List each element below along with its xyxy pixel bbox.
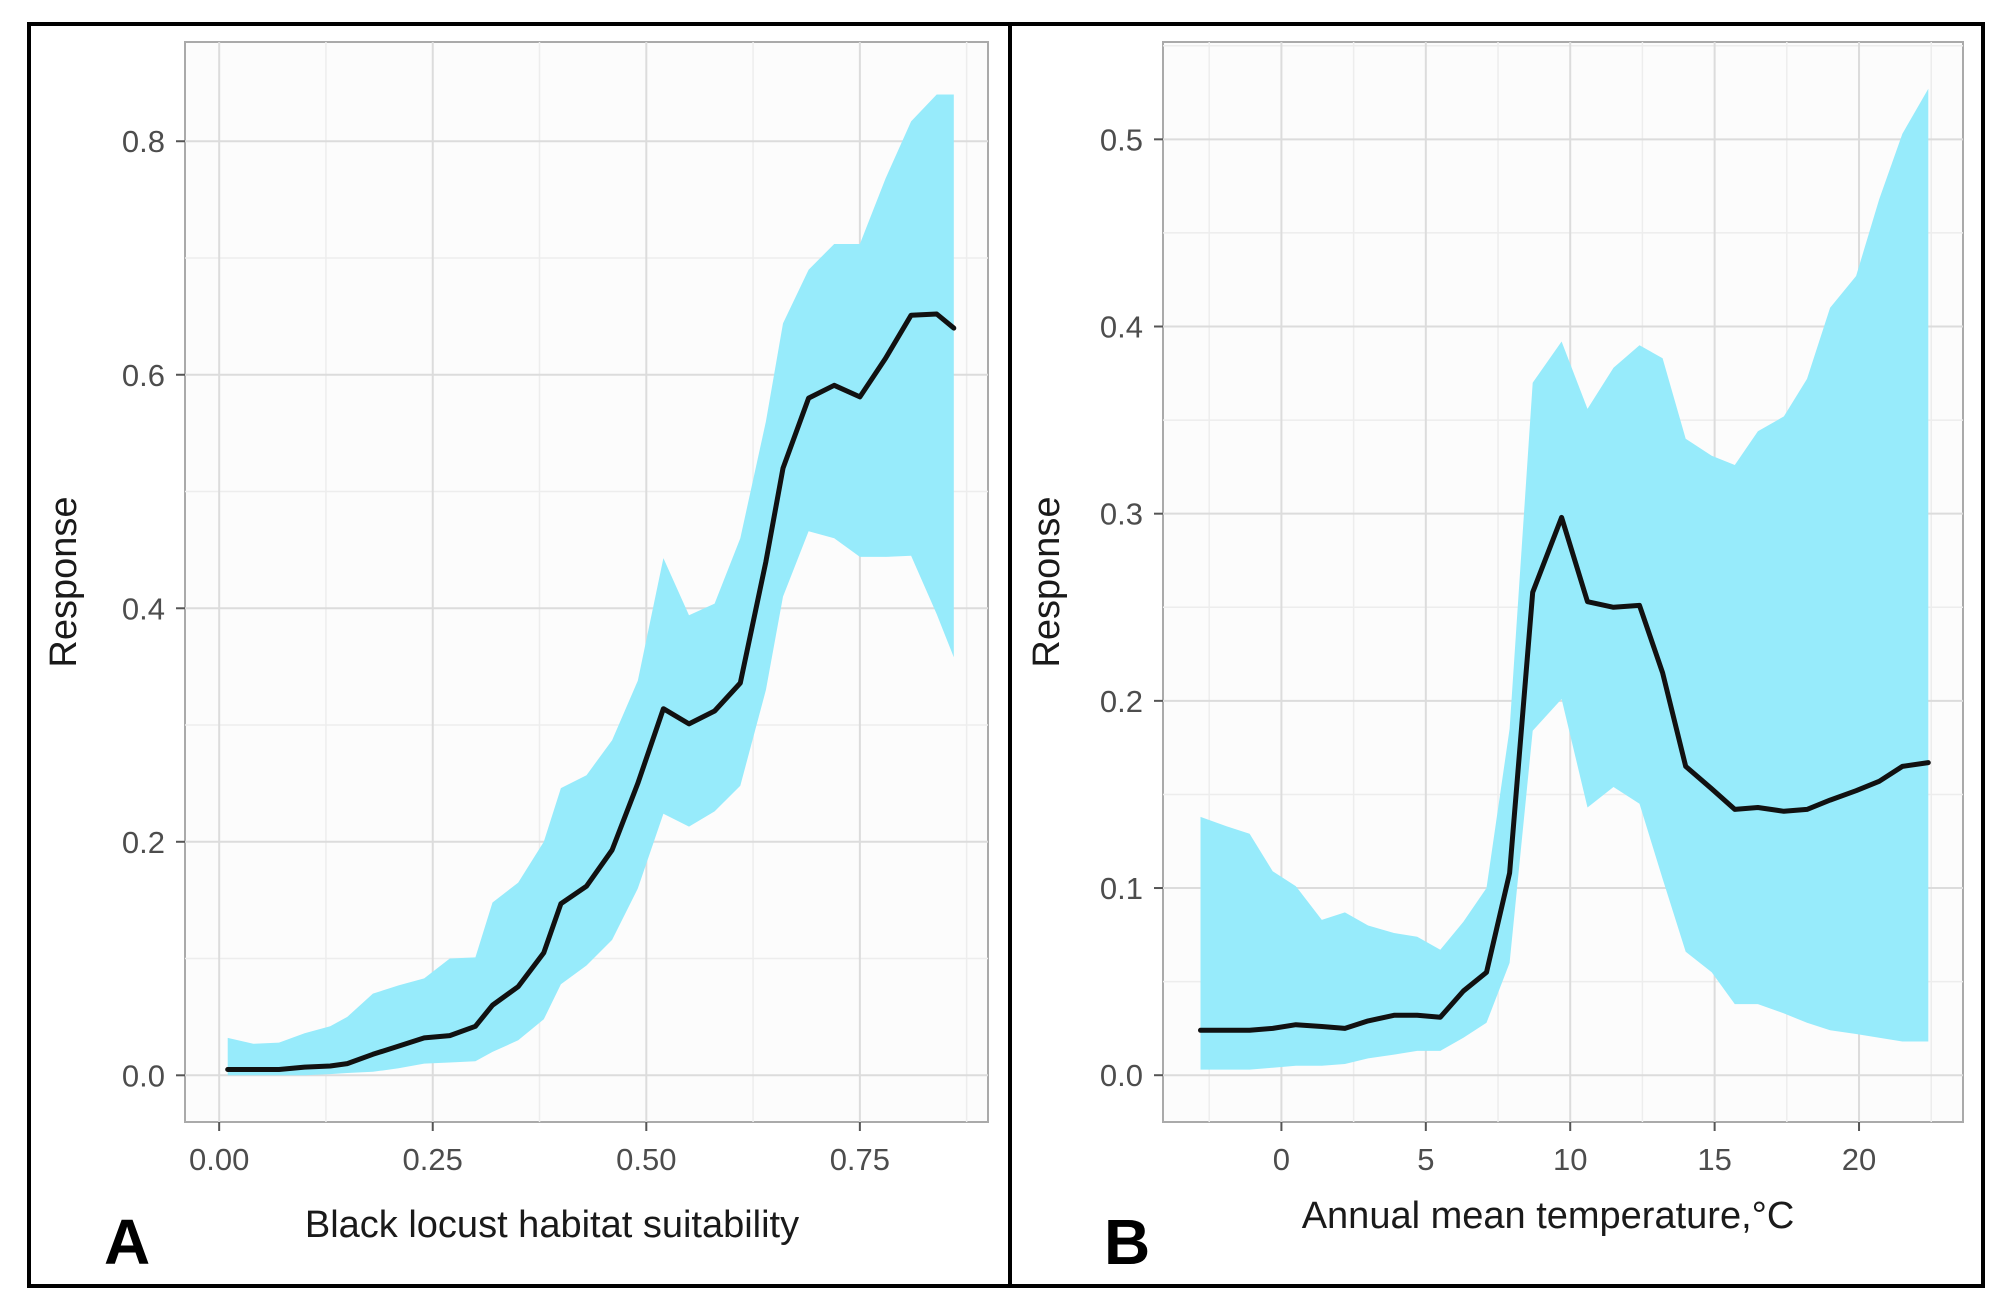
plot-b-band-area [1200,88,1929,1070]
plot-a-x-tick-label: 0.75 [830,1142,890,1177]
plot-a-y-tick-label: 0.0 [122,1058,165,1093]
panel-a: 0.00 0.25 0.50 0.75 0.0 0.2 0.4 0.6 0.8 Response… [27,22,1012,1288]
plot-b-x-tick-label: 20 [1842,1142,1876,1177]
plot-b-response-line [1198,514,1931,1033]
plot-b-x-tick-label: 15 [1697,1142,1731,1177]
plot-a-line-path [225,311,957,1072]
plot-b-y-tick-label: 0.1 [1100,871,1143,906]
plot-b-confidence-band [1200,88,1929,1070]
plot-b-y-tick-label: 0.3 [1100,497,1143,532]
plot-b-y-tick-label: 0.2 [1100,684,1143,719]
plot-a-y-tick-label: 0.4 [122,591,165,626]
plot-b-x-tick-label: 0 [1273,1142,1290,1177]
panel-b: 0 5 10 15 20 0.0 0.1 0.2 0.3 0.4 0.5 Response Annu… [1008,22,1985,1288]
plot-a-y-tick-label: 0.2 [122,825,165,860]
plot-a-tick-labels: 0.00 0.25 0.50 0.75 0.0 0.2 0.4 0.6 0.8 [122,124,890,1177]
plot-a-y-tick-label: 0.8 [122,124,165,159]
plot-b-line-path [1198,514,1931,1033]
plot-b-tick-labels: 0 5 10 15 20 0.0 0.1 0.2 0.3 0.4 0.5 [1100,122,1876,1177]
plot-b-y-tick-label: 0.0 [1100,1058,1143,1093]
plot-a-x-tick-label: 0.50 [616,1142,676,1177]
plot-a-response-line [225,311,957,1072]
panel-a-y-axis-title: Response [43,496,85,667]
panel-a-letter: A [104,1206,150,1278]
panel-a-x-axis-title: Black locust habitat suitability [305,1204,799,1246]
plot-b-x-tick-label: 10 [1553,1142,1587,1177]
panel-b-frame [1008,22,1985,1288]
plot-a-x-tick-label: 0.00 [189,1142,249,1177]
plot-a-y-tick-label: 0.6 [122,358,165,393]
plot-b-y-tick-label: 0.5 [1100,122,1143,157]
panel-b-letter: B [1104,1206,1150,1278]
panel-b-y-axis-title: Response [1026,496,1068,667]
plot-b-x-tick-label: 5 [1417,1142,1434,1177]
panel-b-x-axis-title: Annual mean temperature,°C [1302,1195,1795,1237]
plot-a-x-tick-label: 0.25 [403,1142,463,1177]
plot-b-y-tick-label: 0.4 [1100,310,1143,345]
